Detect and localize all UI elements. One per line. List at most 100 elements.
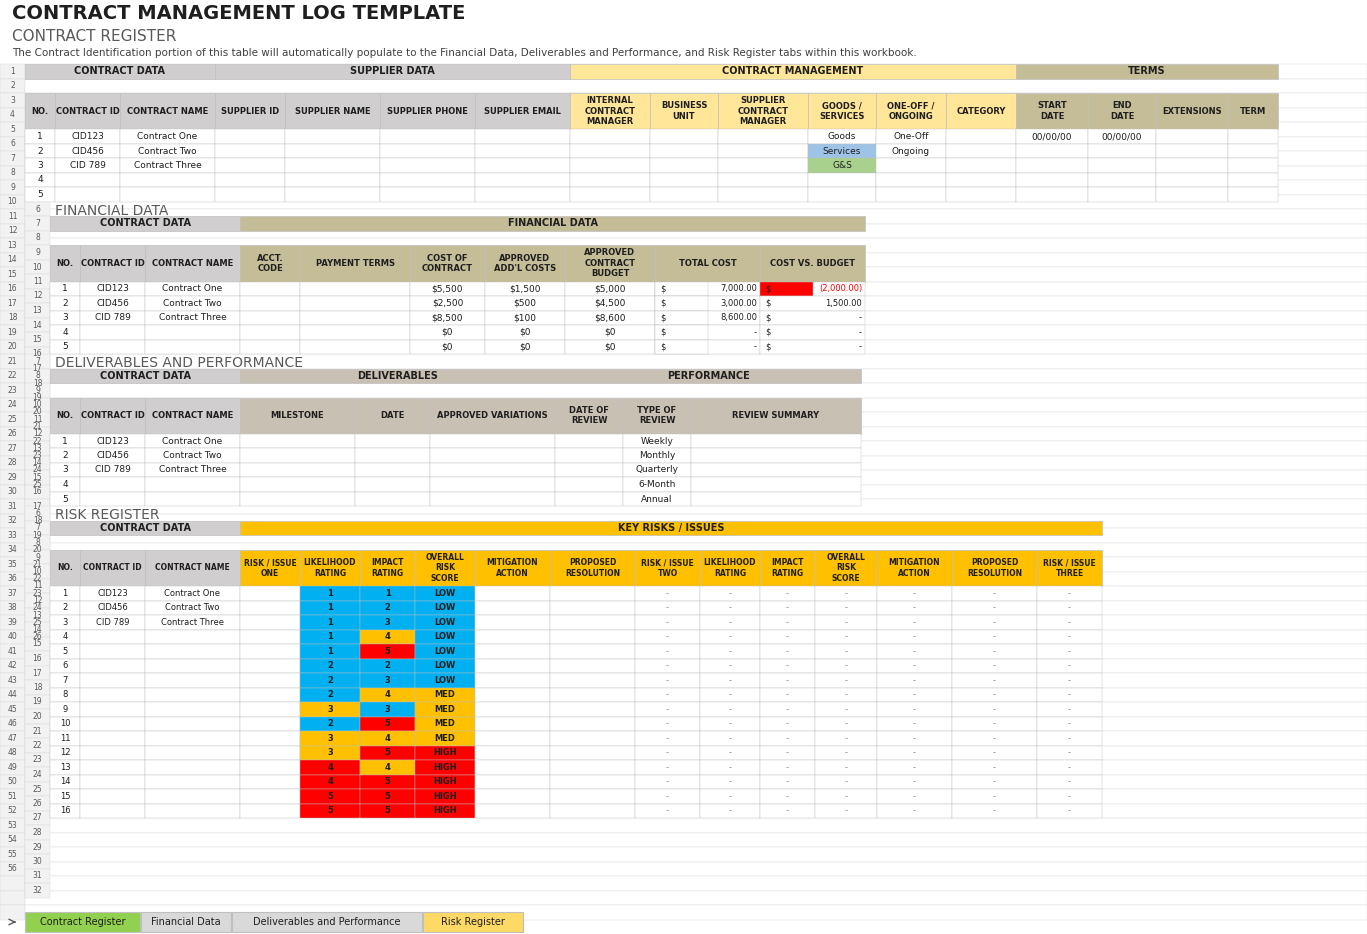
Text: 28: 28 (8, 459, 18, 467)
Text: -: - (666, 588, 668, 598)
Bar (655, 339, 760, 354)
Text: KEY RISKS / ISSUES: KEY RISKS / ISSUES (618, 523, 725, 533)
Bar (25, 695, 51, 709)
Bar (299, 644, 360, 658)
Bar (241, 310, 299, 325)
Bar (25, 136, 1367, 151)
Bar (25, 760, 1367, 774)
Bar (555, 398, 623, 433)
Bar (81, 687, 145, 702)
Text: -: - (1068, 690, 1070, 700)
Text: -: - (913, 719, 916, 729)
Text: CONTRACT DATA: CONTRACT DATA (100, 219, 190, 229)
Bar (25, 333, 51, 347)
Text: INTERNAL
CONTRACT
MANAGER: INTERNAL CONTRACT MANAGER (585, 96, 636, 126)
Text: MED: MED (435, 719, 455, 729)
Text: -: - (729, 734, 731, 743)
Text: CID456: CID456 (96, 451, 128, 460)
Bar (0, 702, 25, 716)
Text: 8: 8 (36, 234, 40, 243)
Text: 10: 10 (33, 401, 42, 409)
Bar (25, 564, 51, 579)
Text: -: - (729, 632, 731, 642)
Text: 4: 4 (62, 480, 68, 489)
Text: 10: 10 (8, 197, 18, 206)
Bar (0, 107, 25, 122)
Text: -: - (729, 617, 731, 627)
Text: Contract One: Contract One (163, 436, 223, 446)
Text: -: - (666, 734, 668, 743)
Bar (51, 716, 81, 731)
Bar (416, 644, 474, 658)
Text: -: - (666, 632, 668, 642)
Bar (25, 456, 1367, 470)
Bar (25, 289, 51, 304)
Text: 9: 9 (36, 553, 40, 561)
Bar (25, 260, 51, 275)
Text: 22: 22 (33, 741, 42, 750)
Bar (145, 433, 241, 448)
Text: -: - (845, 588, 848, 598)
Text: -: - (666, 777, 668, 786)
Bar (1088, 129, 1156, 144)
Bar (760, 615, 815, 630)
Bar (360, 687, 416, 702)
Bar (51, 630, 81, 644)
Bar (878, 658, 951, 673)
Bar (145, 491, 241, 506)
Text: -: - (845, 676, 848, 685)
Text: -: - (913, 792, 916, 800)
Bar (25, 767, 51, 782)
Text: NO.: NO. (56, 411, 74, 420)
Text: -: - (666, 603, 668, 613)
Text: 14: 14 (33, 625, 42, 634)
Bar (25, 456, 51, 470)
Bar (51, 789, 81, 803)
Bar (550, 716, 636, 731)
Text: 00/00/00: 00/00/00 (1032, 132, 1072, 141)
Bar (51, 731, 81, 745)
Text: LOW: LOW (435, 588, 455, 598)
Bar (700, 615, 760, 630)
Bar (636, 789, 700, 803)
Text: 22: 22 (33, 574, 42, 583)
Text: LOW: LOW (435, 676, 455, 685)
Text: -: - (666, 792, 668, 800)
Bar (951, 601, 1038, 615)
Text: 19: 19 (33, 393, 42, 402)
Bar (0, 760, 25, 774)
Text: CID456: CID456 (71, 147, 104, 155)
Bar (25, 724, 51, 738)
Text: 16: 16 (33, 488, 42, 496)
Bar (0, 122, 25, 136)
Bar (876, 129, 946, 144)
Bar (636, 774, 700, 789)
Bar (416, 716, 474, 731)
Bar (51, 673, 81, 687)
Bar (360, 630, 416, 644)
Bar (474, 760, 550, 774)
Bar (145, 398, 241, 433)
Bar (649, 187, 718, 202)
Bar (25, 803, 1367, 818)
Bar (815, 789, 878, 803)
Bar (700, 702, 760, 716)
Bar (815, 658, 878, 673)
Text: Services: Services (823, 147, 861, 155)
Bar (0, 369, 25, 383)
Bar (25, 687, 1367, 702)
Bar (25, 550, 51, 564)
Bar (0, 470, 25, 485)
Text: 5: 5 (37, 190, 42, 199)
Bar (0, 136, 25, 151)
Bar (360, 601, 416, 615)
Text: 25: 25 (8, 415, 18, 424)
Text: LOW: LOW (435, 632, 455, 642)
Bar (878, 731, 951, 745)
Text: 40: 40 (8, 632, 18, 642)
Text: 15: 15 (33, 640, 42, 648)
Text: PERFORMANCE: PERFORMANCE (667, 371, 749, 381)
Bar (951, 760, 1038, 774)
Bar (690, 462, 861, 477)
Text: -: - (992, 588, 997, 598)
